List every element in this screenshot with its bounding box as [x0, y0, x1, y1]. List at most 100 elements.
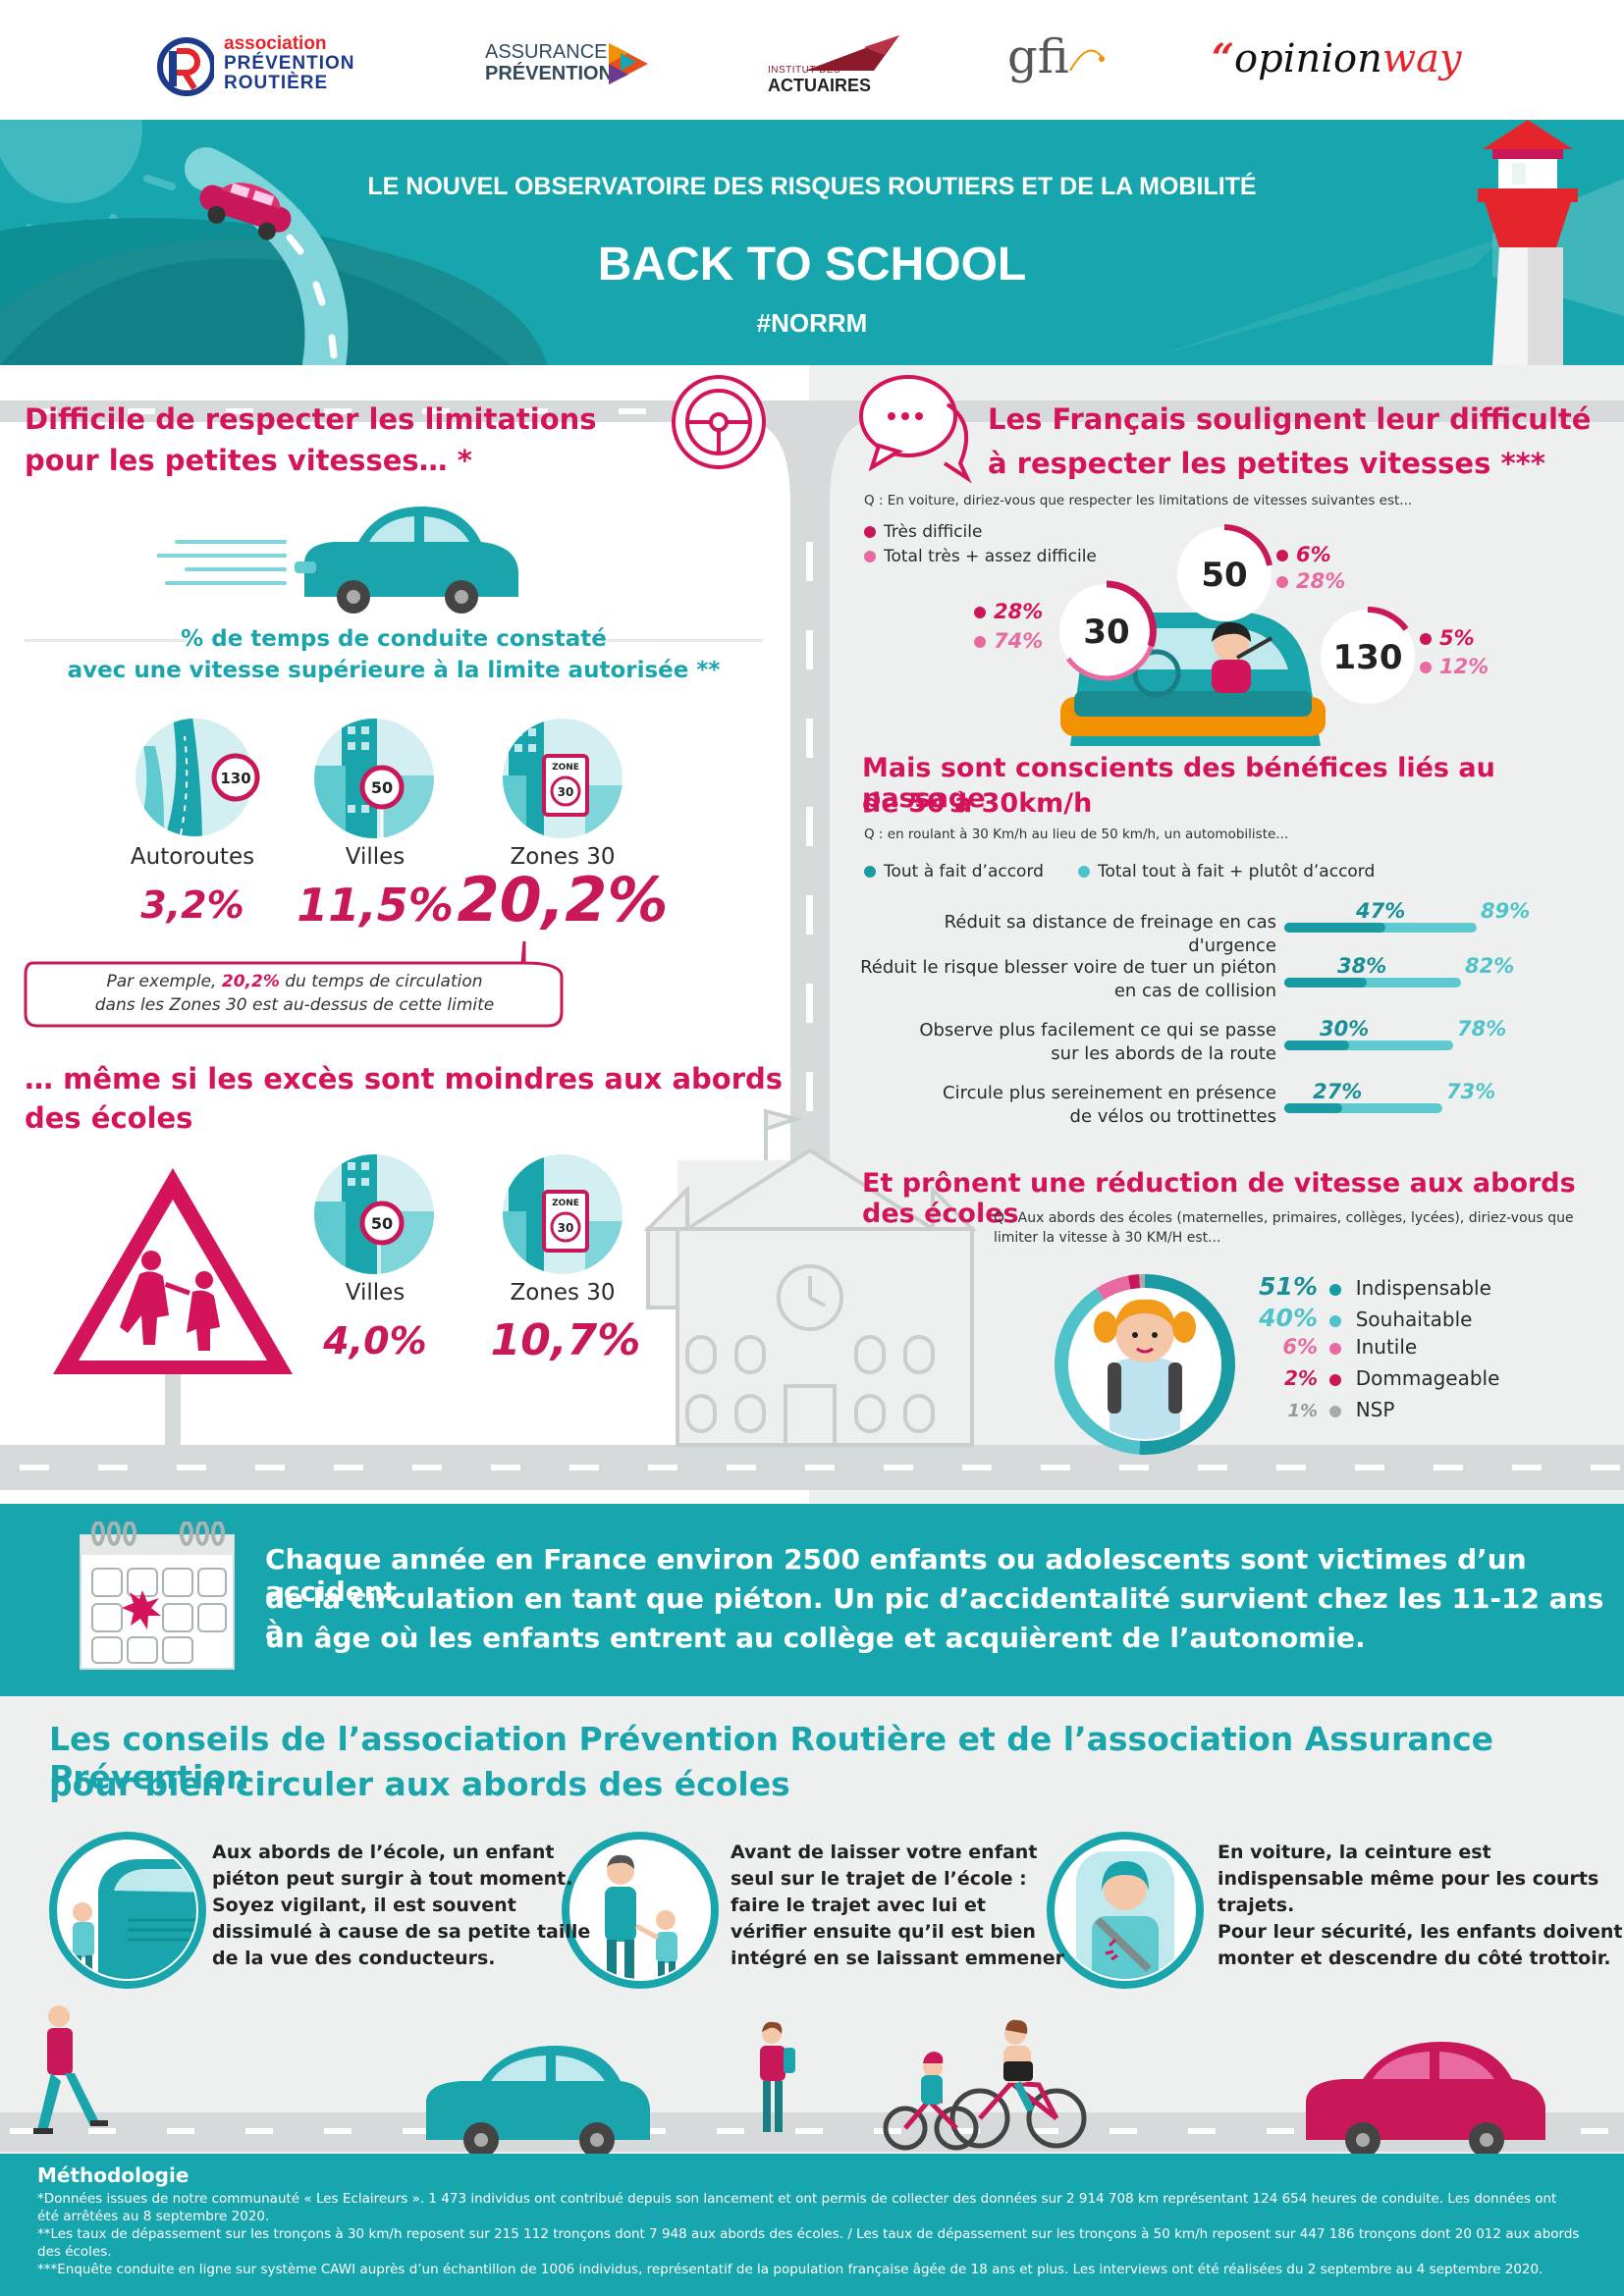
- apr-logo: association PRÉVENTION ROUTIÈRE: [157, 33, 393, 96]
- donut-dot: [1329, 1314, 1342, 1327]
- gfi-logo: gfi: [1007, 29, 1106, 88]
- tip3-seatbelt-child-icon: [1047, 1832, 1204, 1989]
- bar-pct-total: 82%: [1465, 954, 1515, 978]
- dot-130-a: [1420, 633, 1432, 645]
- bar-row: Observe plus facilement ce qui se passe s…: [854, 1017, 1620, 1076]
- hero-banner: LE NOUVEL OBSERVATOIRE DES RISQUES ROUTI…: [0, 120, 1624, 365]
- methodology-title: Méthodologie: [37, 2163, 189, 2187]
- bar-label-line2: de vélos ou trottinettes: [1069, 1106, 1276, 1127]
- cat-label-autoroutes: Autoroutes: [130, 844, 255, 870]
- speed-130-pct-a: 5%: [1420, 624, 1489, 653]
- speed-130-pct: 5% 12%: [1420, 624, 1489, 681]
- tip2-parent-child-icon: [562, 1832, 719, 1989]
- speed-subheading-line1: % de temps de conduite constaté: [181, 626, 607, 652]
- school-warning-sign-icon: [53, 1168, 293, 1453]
- legend-total-difficult: Total très + assez difficile: [864, 547, 1097, 566]
- donut-legend-row: 1% NSP: [1247, 1398, 1542, 1429]
- apr-logo-line3: ROUTIÈRE: [224, 73, 329, 93]
- methodology-line5: ***Enquête conduite en ligne sur système…: [37, 2262, 1543, 2277]
- tip2-line: Avant de laisser votre enfant: [731, 1842, 1038, 1863]
- bar-row-label: Réduit sa distance de freinage en cas d'…: [854, 911, 1276, 958]
- ap-logo-line2: PRÉVENTION: [485, 63, 614, 84]
- right-heading2-line2: de 50 à 30km/h: [862, 788, 1093, 819]
- apr-logo-icon: [157, 37, 214, 96]
- dot-50-b: [1276, 576, 1288, 588]
- donut-pct: 2%: [1284, 1366, 1318, 1390]
- dot-130-b: [1420, 662, 1432, 673]
- cat-label-villes-2: Villes: [345, 1280, 406, 1306]
- speed-circle-50: 50: [1177, 524, 1272, 621]
- left-heading2-line2: des écoles: [25, 1101, 193, 1135]
- dot-50-a: [1276, 550, 1288, 561]
- bar-total: [1284, 978, 1461, 988]
- left-heading-line2: pour les petites vitesses… *: [25, 444, 472, 477]
- gfi-logo-arc-icon: [1069, 49, 1105, 72]
- methodology-footer: Méthodologie *Données issues de notre co…: [0, 2154, 1624, 2296]
- tip2-line: faire le trajet avec lui et: [731, 1895, 986, 1916]
- zone30-sign-value-2: 30: [558, 1221, 574, 1235]
- methodology-line1: *Données issues de notre communauté « Le…: [37, 2191, 1557, 2207]
- callout-line2: de la circulation en tant que piéton. Un…: [265, 1582, 1604, 1647]
- banner-subtitle: LE NOUVEL OBSERVATOIRE DES RISQUES ROUTI…: [367, 173, 1257, 200]
- legend-dot-teal-light: [1078, 866, 1090, 878]
- legend-dot-light: [864, 551, 876, 562]
- question-3-line2: limiter la vitesse à 30 KM/H est...: [994, 1230, 1221, 1246]
- speed-130-b: 12%: [1439, 655, 1489, 678]
- ia-logo-swoosh-icon: [805, 35, 899, 71]
- tip1-line: dissimulé à cause de sa petite taille: [212, 1921, 591, 1943]
- tip3-line: indispensable même pour les courts: [1218, 1868, 1599, 1890]
- tips-heading-line2: pour bien circuler aux abords des écoles: [49, 1765, 790, 1803]
- tip2-line: vérifier ensuite qu’il est bien: [731, 1921, 1036, 1943]
- speed-50-b: 28%: [1296, 569, 1346, 593]
- tip2-line: intégré en se laissant emmener: [731, 1948, 1064, 1969]
- zone30-sign-value: 30: [558, 785, 574, 799]
- note-line1: Par exemple, 20,2% du temps de circulati…: [29, 972, 560, 991]
- ap-logo-line1: ASSURANCE: [485, 41, 608, 63]
- banner-title: BACK TO SCHOOL: [597, 239, 1027, 291]
- road-network: [0, 375, 1624, 1490]
- speed-50-pct: 6% 28%: [1276, 542, 1345, 595]
- donut-pct: 40%: [1259, 1304, 1318, 1332]
- stat-zones30: 20,2%: [457, 864, 669, 935]
- bar-pct-fully: 47%: [1356, 899, 1406, 923]
- city-sign-value-2: 50: [371, 1214, 393, 1233]
- note-highlight: 20,2%: [221, 972, 280, 991]
- tip3-line: trajets.: [1218, 1895, 1295, 1916]
- gfi-logo-text: gfi: [1007, 29, 1069, 84]
- bar-total: [1284, 1103, 1442, 1113]
- question-3-line1: Q : Aux abords des écoles (maternelles, …: [994, 1210, 1574, 1226]
- apr-logo-line2: PRÉVENTION: [224, 53, 355, 74]
- question-1: Q : En voiture, diriez-vous que respecte…: [864, 493, 1413, 508]
- speed-50-pct-b: 28%: [1276, 568, 1345, 595]
- left-heading-line1: Difficile de respecter les limitations: [25, 402, 597, 436]
- speed-130-label: 130: [1333, 638, 1403, 677]
- calendar-icon: [80, 1522, 235, 1670]
- ap-logo-triangle-icon: [609, 43, 648, 84]
- donut-dot: [1329, 1283, 1342, 1296]
- callout-line1: Chaque année en France environ 2500 enfa…: [265, 1543, 1527, 1608]
- question-2: Q : en roulant à 30 Km/h au lieu de 50 k…: [864, 827, 1289, 842]
- institut-actuaires-logo: INSTITUT DES ACTUAIRES: [766, 35, 903, 96]
- note-prefix: Par exemple,: [106, 972, 222, 991]
- stat-villes-2: 4,0%: [323, 1319, 427, 1362]
- note-line2: dans les Zones 30 est au-dessus de cette…: [94, 995, 495, 1015]
- bar-label-line1: Circule plus sereinement en présence: [943, 1083, 1276, 1103]
- speed-circle-130: 130: [1321, 607, 1415, 704]
- donut-pct: 1%: [1287, 1401, 1318, 1421]
- zone30-sign-zone-2: ZONE: [552, 1199, 579, 1208]
- bar-row: Circule plus sereinement en présence de v…: [854, 1080, 1620, 1139]
- bar-pct-total: 78%: [1457, 1017, 1507, 1041]
- speed-circle-30: 30: [1059, 580, 1157, 681]
- highway-sign-value: 130: [220, 770, 250, 787]
- legend-dot-teal-dark: [864, 866, 876, 878]
- bar-fully: [1284, 978, 1367, 988]
- donut-legend-row: 2% Dommageable: [1247, 1366, 1542, 1398]
- apr-logo-line1: association: [224, 33, 327, 54]
- zone30-icon: ZONE 30: [503, 719, 623, 838]
- legend-very-difficult-label: Très difficile: [884, 522, 983, 542]
- tip2-line: seul sur le trajet de l’école :: [731, 1868, 1027, 1890]
- subheading-rule-right: [601, 639, 763, 642]
- bar-row: Réduit le risque blesser voire de tuer u…: [854, 954, 1620, 1013]
- cat-label-villes: Villes: [345, 844, 406, 870]
- stat-villes: 11,5%: [297, 879, 454, 932]
